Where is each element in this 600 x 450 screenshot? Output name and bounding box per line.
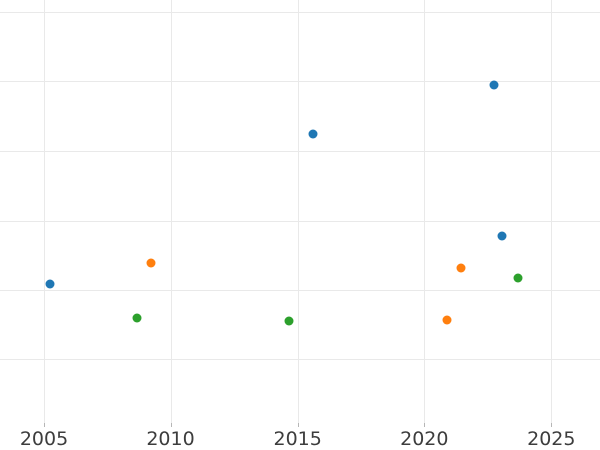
scatter-point-green xyxy=(284,316,294,326)
x-tick-label: 2025 xyxy=(527,428,576,450)
scatter-point-blue xyxy=(308,129,317,139)
scatter-point-orange xyxy=(456,263,466,273)
horizontal-gridline xyxy=(0,220,600,222)
scatter-point-blue xyxy=(45,279,55,289)
vertical-gridline xyxy=(297,0,299,423)
horizontal-gridline xyxy=(0,359,600,361)
vertical-gridline xyxy=(424,0,426,423)
x-tick-mark xyxy=(424,423,426,427)
scatter-point-green xyxy=(513,273,523,283)
x-tick-label: 2015 xyxy=(273,428,322,450)
x-tick-mark xyxy=(297,423,299,427)
horizontal-gridline xyxy=(0,12,600,13)
vertical-gridline xyxy=(551,0,553,423)
scatter-point-green xyxy=(132,313,142,322)
vertical-gridline xyxy=(170,0,172,423)
horizontal-gridline xyxy=(0,81,600,82)
scatter-point-orange xyxy=(442,315,452,325)
horizontal-gridline xyxy=(0,289,600,291)
x-tick-mark xyxy=(44,423,45,427)
x-tick-label: 2010 xyxy=(146,428,195,450)
vertical-gridline xyxy=(44,0,45,423)
x-tick-label: 2005 xyxy=(19,428,69,450)
scatter-point-orange xyxy=(146,258,156,268)
x-tick-mark xyxy=(551,423,553,427)
scatter-point-blue xyxy=(489,80,499,90)
x-tick-label: 2020 xyxy=(400,428,449,450)
horizontal-gridline xyxy=(0,150,600,152)
scatter-point-blue xyxy=(497,231,507,241)
x-tick-mark xyxy=(170,423,172,427)
